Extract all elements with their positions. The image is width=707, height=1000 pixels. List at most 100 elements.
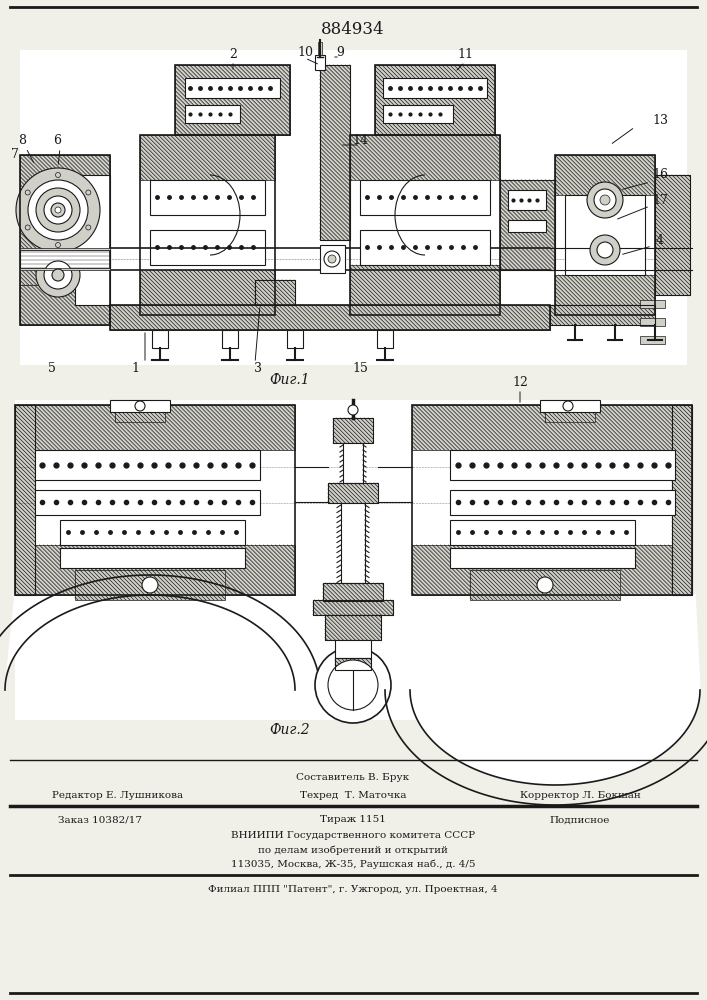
Bar: [15, 545, 295, 595]
Bar: [20, 268, 110, 270]
Bar: [60, 520, 245, 545]
Text: Подписное: Подписное: [550, 816, 610, 824]
Circle shape: [135, 401, 145, 411]
Circle shape: [44, 261, 72, 289]
Bar: [185, 105, 240, 123]
Text: по делам изобретений и открытий: по делам изобретений и открытий: [258, 845, 448, 855]
Text: 884934: 884934: [321, 21, 385, 38]
Bar: [325, 615, 381, 640]
Circle shape: [86, 190, 90, 195]
Circle shape: [44, 196, 72, 224]
Text: Составитель В. Брук: Составитель В. Брук: [296, 774, 409, 782]
Bar: [323, 583, 383, 601]
Bar: [20, 155, 110, 195]
Text: Заказ 10382/17: Заказ 10382/17: [58, 816, 142, 824]
Bar: [640, 336, 665, 344]
Bar: [540, 400, 600, 412]
Polygon shape: [410, 595, 700, 785]
Bar: [655, 175, 690, 295]
Text: Филиал ППП "Патент", г. Ужгород, ул. Проектная, 4: Филиал ППП "Патент", г. Ужгород, ул. Про…: [208, 886, 498, 894]
Bar: [35, 450, 260, 480]
Circle shape: [25, 190, 30, 195]
Bar: [255, 280, 295, 305]
Bar: [140, 265, 275, 315]
Bar: [20, 250, 110, 268]
Bar: [565, 195, 645, 275]
Bar: [335, 658, 371, 670]
Text: 9: 9: [336, 45, 344, 58]
Circle shape: [55, 207, 61, 213]
Bar: [325, 615, 381, 640]
Bar: [470, 570, 620, 600]
Circle shape: [25, 225, 30, 230]
Bar: [35, 490, 260, 515]
Bar: [320, 245, 345, 273]
Bar: [655, 175, 690, 295]
Bar: [545, 412, 595, 422]
Circle shape: [51, 203, 65, 217]
Bar: [20, 285, 110, 325]
Bar: [140, 135, 275, 315]
Bar: [20, 50, 687, 365]
Text: Техред  Т. Маточка: Техред Т. Маточка: [300, 790, 407, 800]
Bar: [110, 248, 550, 270]
Text: 11: 11: [457, 48, 473, 62]
Bar: [20, 248, 110, 250]
Bar: [500, 180, 555, 270]
Bar: [150, 230, 265, 265]
Text: 4: 4: [656, 233, 664, 246]
Bar: [60, 548, 245, 568]
Bar: [640, 300, 665, 308]
Bar: [508, 190, 546, 210]
Bar: [450, 490, 675, 515]
Circle shape: [597, 242, 613, 258]
Bar: [672, 405, 692, 595]
Bar: [335, 640, 371, 658]
Bar: [75, 570, 225, 600]
Bar: [450, 520, 635, 545]
Circle shape: [86, 225, 90, 230]
Bar: [640, 318, 665, 326]
Circle shape: [328, 660, 378, 710]
Bar: [287, 330, 303, 348]
Text: 15: 15: [352, 361, 368, 374]
Bar: [350, 265, 500, 315]
Circle shape: [315, 647, 391, 723]
Bar: [313, 600, 393, 615]
Text: 3: 3: [254, 361, 262, 374]
Text: Фиг.2: Фиг.2: [269, 723, 310, 737]
Bar: [333, 418, 373, 443]
Bar: [15, 405, 295, 450]
Bar: [320, 65, 350, 240]
Circle shape: [28, 180, 88, 240]
Bar: [555, 155, 655, 315]
Text: 10: 10: [297, 45, 313, 58]
Circle shape: [600, 195, 610, 205]
Bar: [377, 330, 393, 348]
Bar: [222, 330, 238, 348]
Bar: [450, 548, 635, 568]
Bar: [175, 65, 290, 135]
Bar: [328, 483, 378, 503]
Bar: [323, 583, 383, 601]
Bar: [15, 405, 35, 595]
Circle shape: [16, 168, 100, 252]
Text: 8: 8: [18, 133, 26, 146]
Bar: [152, 330, 168, 348]
Bar: [360, 230, 490, 265]
Bar: [115, 412, 165, 422]
Circle shape: [328, 255, 336, 263]
Bar: [360, 180, 490, 215]
Text: Редактор Е. Лушникова: Редактор Е. Лушникова: [52, 790, 184, 800]
Bar: [75, 175, 110, 305]
Bar: [672, 405, 692, 595]
Bar: [15, 400, 692, 720]
Text: 13: 13: [652, 113, 668, 126]
Bar: [412, 405, 692, 595]
Text: 16: 16: [652, 168, 668, 182]
Bar: [140, 135, 275, 180]
Circle shape: [594, 189, 616, 211]
Circle shape: [563, 401, 573, 411]
Bar: [412, 545, 692, 595]
Bar: [375, 65, 495, 135]
